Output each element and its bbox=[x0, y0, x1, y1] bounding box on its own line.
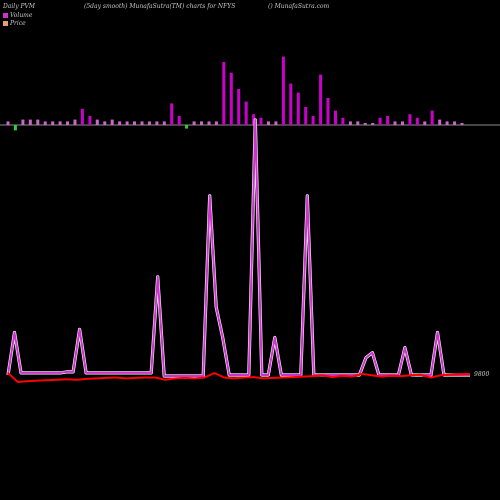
price-line bbox=[7, 372, 471, 383]
volume-bar bbox=[162, 121, 166, 125]
volume-bar bbox=[133, 121, 136, 125]
chart-title: (5day smooth) MunafaSutra(TM) charts for… bbox=[84, 3, 236, 10]
volume-bar bbox=[214, 121, 218, 125]
volume-bar bbox=[13, 125, 17, 131]
volume-bar bbox=[229, 72, 233, 125]
volume-bar bbox=[200, 121, 203, 125]
volume-bar bbox=[28, 119, 32, 125]
volume-bar bbox=[378, 117, 382, 125]
price-axis-label: 9800 bbox=[474, 371, 489, 378]
volume-bar bbox=[356, 121, 360, 125]
volume-bar bbox=[95, 119, 99, 125]
volume-bar bbox=[118, 121, 122, 125]
volume-bar bbox=[311, 116, 315, 125]
volume-bar bbox=[125, 121, 129, 125]
volume-bar bbox=[237, 89, 241, 125]
volume-bar bbox=[259, 117, 263, 125]
volume-bar bbox=[267, 121, 270, 125]
volume-bar bbox=[430, 110, 434, 125]
volume-bar bbox=[334, 110, 337, 125]
volume-bar bbox=[445, 121, 449, 125]
volume-bar bbox=[415, 117, 419, 125]
volume-bar bbox=[386, 116, 390, 125]
volume-bar bbox=[36, 119, 40, 125]
volume-bar bbox=[177, 116, 181, 125]
volume-bar bbox=[252, 114, 256, 125]
volume-bar bbox=[348, 121, 352, 125]
price-swatch-icon bbox=[3, 21, 8, 26]
legend-price-label: Price bbox=[10, 20, 26, 27]
volume-bar bbox=[326, 98, 330, 125]
volume-bar bbox=[460, 123, 464, 125]
volume-swatch-icon bbox=[3, 13, 8, 18]
volume-bar bbox=[222, 62, 226, 125]
volume-bars bbox=[6, 56, 464, 131]
volume-bar bbox=[88, 116, 92, 125]
volume-bar bbox=[58, 121, 62, 125]
volume-bar bbox=[244, 101, 248, 125]
volume-bar bbox=[371, 123, 375, 125]
volume-bar bbox=[274, 121, 278, 125]
volume-bar bbox=[80, 108, 84, 125]
volume-bar bbox=[453, 121, 457, 125]
volume-bar bbox=[51, 121, 55, 125]
volume-bar bbox=[281, 56, 285, 125]
volume-bar bbox=[296, 92, 300, 125]
volume-bar bbox=[43, 121, 47, 125]
volume-bar bbox=[21, 119, 25, 125]
volume-bar bbox=[319, 74, 323, 125]
volume-bar bbox=[423, 121, 427, 125]
volume-bar bbox=[304, 107, 308, 125]
volume-bar bbox=[192, 121, 196, 125]
volume-bar bbox=[155, 121, 159, 125]
volume-bar bbox=[147, 121, 151, 125]
volume-bar bbox=[408, 114, 412, 125]
volume-bar bbox=[289, 83, 293, 125]
volume-bar bbox=[393, 121, 397, 125]
volume-bar bbox=[66, 121, 69, 125]
volume-bar bbox=[110, 119, 114, 125]
volume-bar bbox=[140, 121, 144, 125]
legend-price: Price bbox=[3, 20, 26, 27]
volume-bar bbox=[401, 121, 404, 125]
volume-bar bbox=[438, 119, 442, 125]
volume-bar bbox=[103, 121, 107, 125]
volume-bar bbox=[341, 117, 345, 125]
volume-bar bbox=[207, 121, 211, 125]
volume-bar bbox=[170, 103, 174, 125]
legend-volume-label: Volume bbox=[10, 12, 33, 19]
volume-bar bbox=[73, 119, 77, 125]
smooth-volume-line-glow bbox=[6, 118, 470, 378]
site-credit: () MunafaSutra.com bbox=[268, 3, 330, 10]
volume-bar bbox=[185, 125, 189, 129]
series-lines bbox=[6, 118, 471, 383]
volume-bar bbox=[363, 123, 367, 125]
legend-volume: Volume bbox=[3, 12, 32, 19]
volume-bar bbox=[6, 121, 10, 125]
chart-type-label: Daily PVM bbox=[3, 3, 36, 10]
